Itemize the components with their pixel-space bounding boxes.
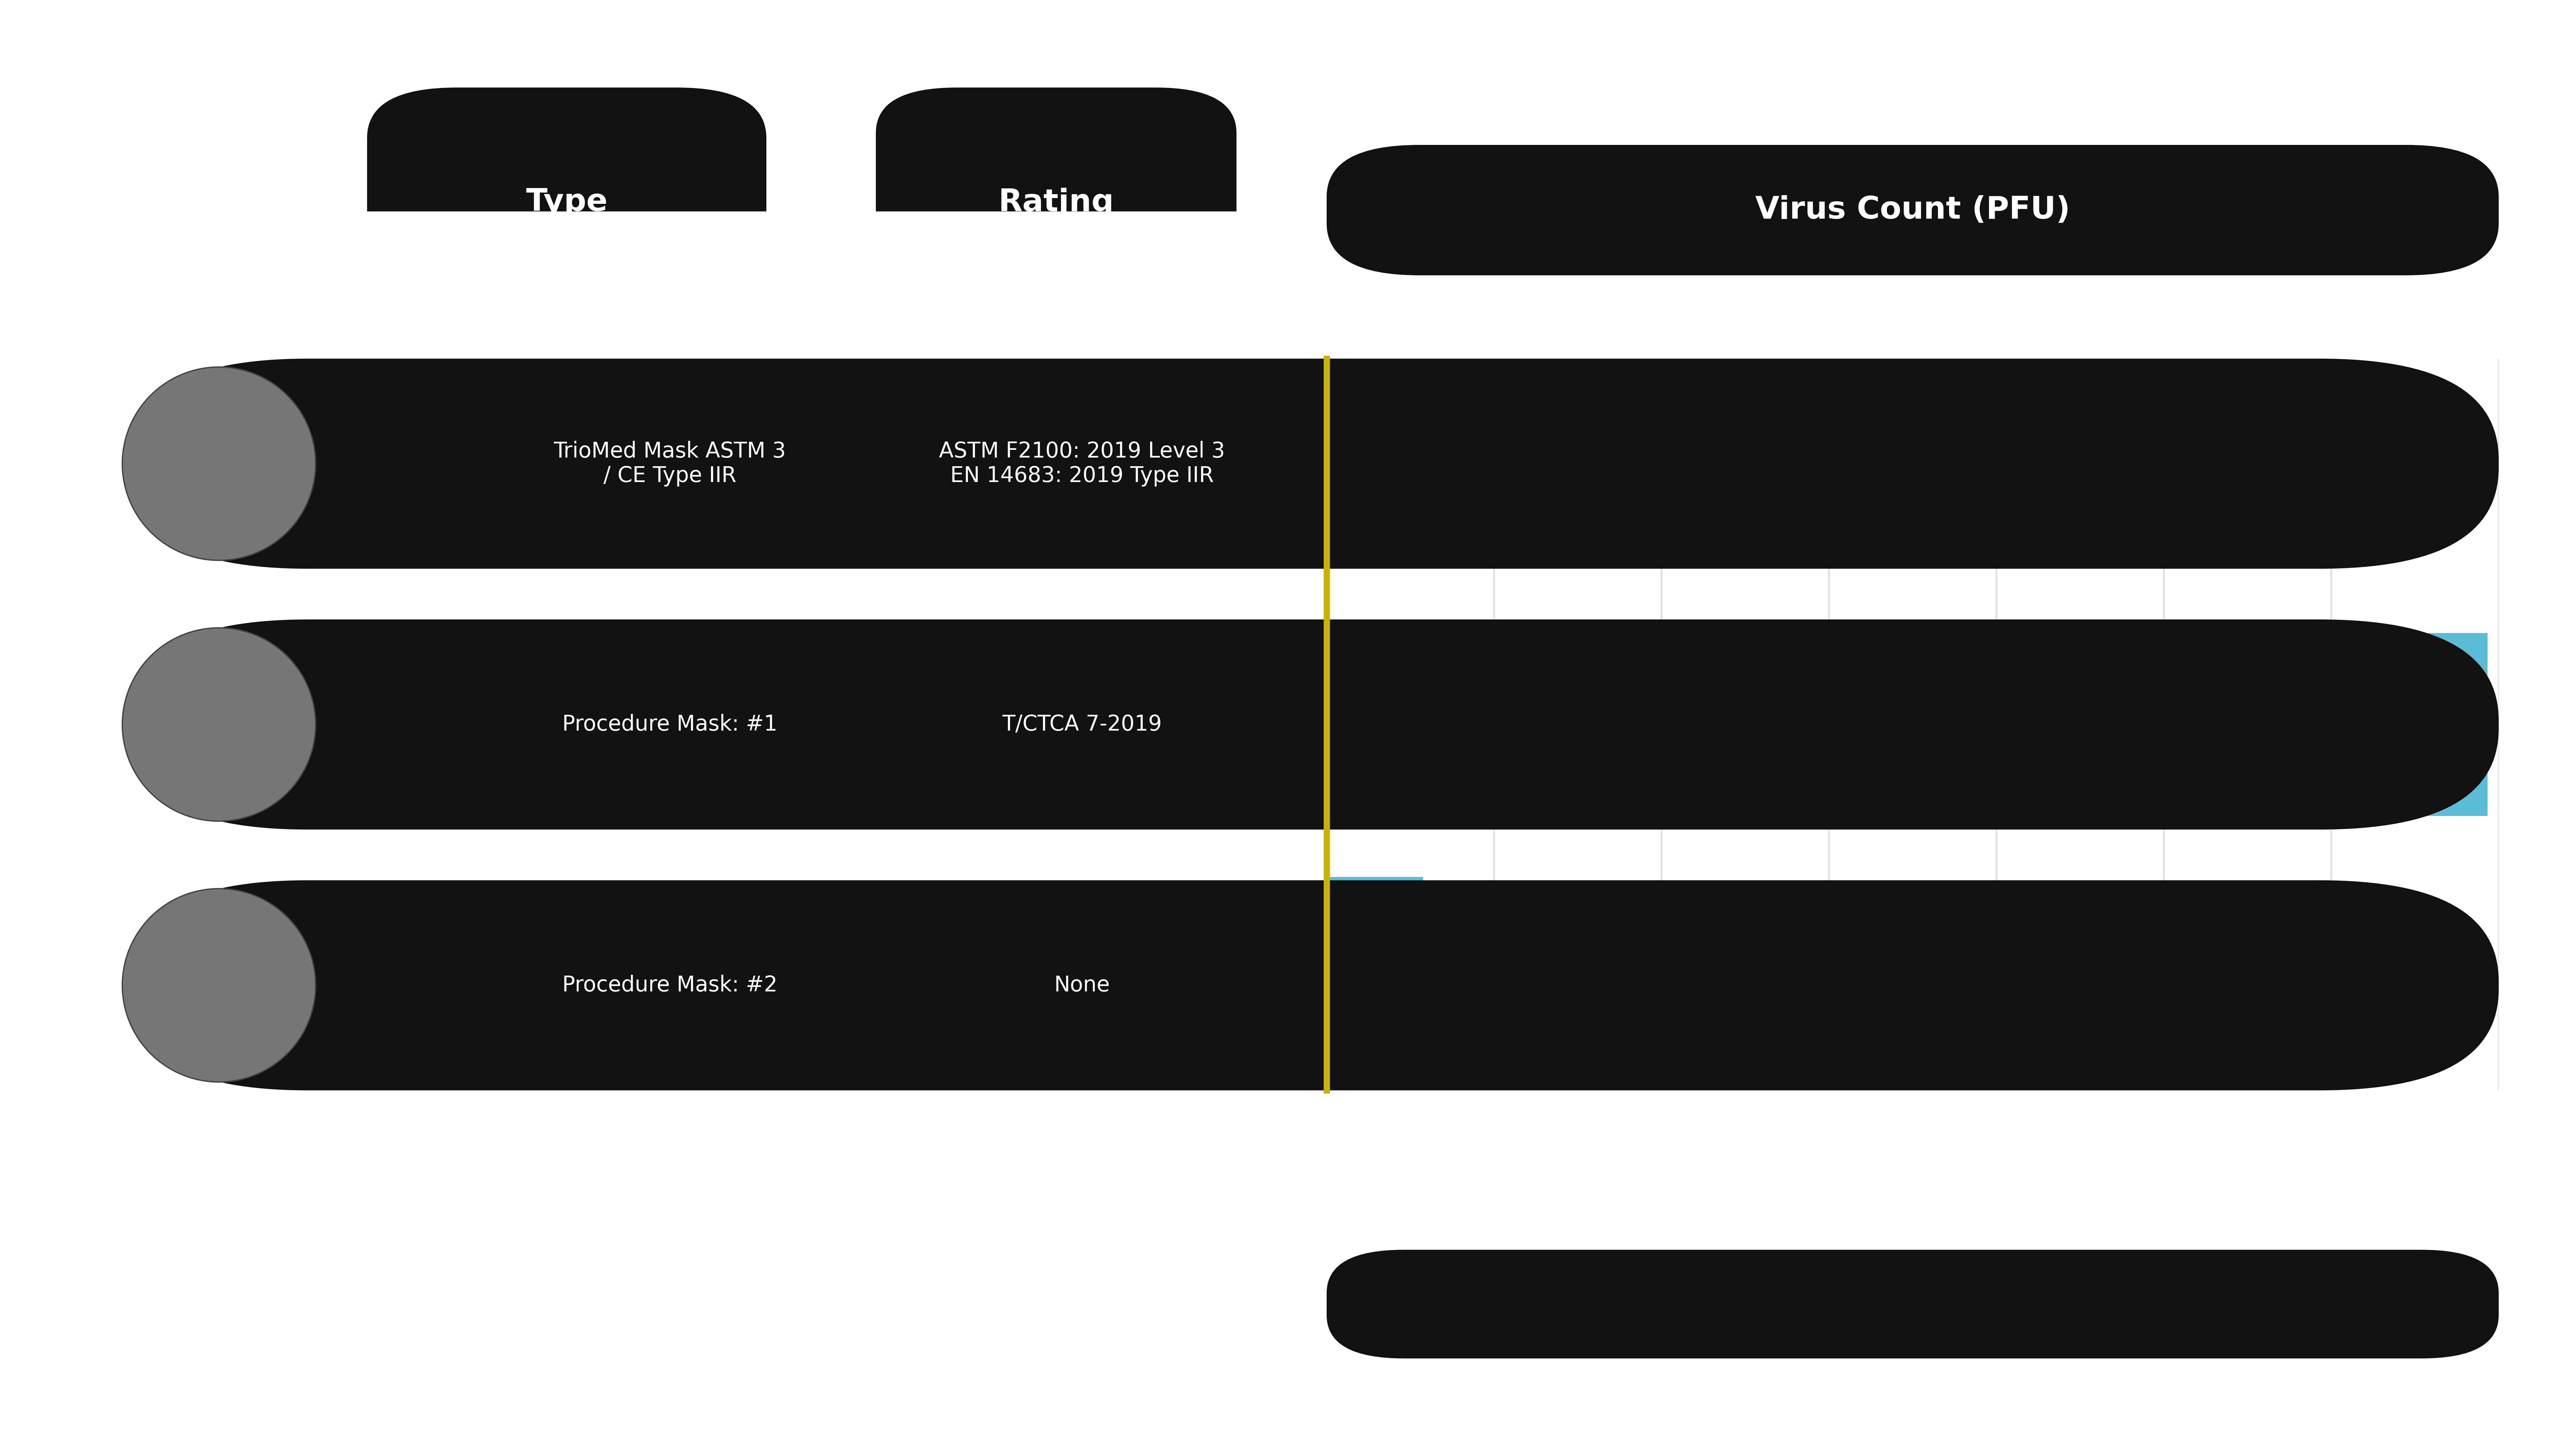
Text: 1,283: 1,283: [1347, 468, 1430, 493]
Text: Virus Count (PFU): Virus Count (PFU): [1754, 196, 2071, 225]
Text: Procedure Mask: #2: Procedure Mask: #2: [562, 975, 778, 995]
Text: Procedure Mask: #1: Procedure Mask: #1: [562, 714, 778, 735]
Text: Rating: Rating: [999, 188, 1113, 217]
Text: 28,768: 28,768: [1440, 956, 1540, 981]
Text: T/CTCA 7-2019: T/CTCA 7-2019: [1002, 714, 1162, 735]
Text: None: None: [1054, 975, 1110, 995]
FancyBboxPatch shape: [1327, 877, 1422, 1059]
Text: TrioMed Mask ASTM 3
/ CE Type IIR: TrioMed Mask ASTM 3 / CE Type IIR: [554, 440, 786, 487]
Text: 346,667: 346,667: [2360, 711, 2478, 738]
Text: ASTM F2100: 2019 Level 3
EN 14683: 2019 Type IIR: ASTM F2100: 2019 Level 3 EN 14683: 2019 …: [938, 440, 1226, 487]
Text: Type: Type: [526, 188, 608, 217]
FancyBboxPatch shape: [1327, 633, 2488, 816]
